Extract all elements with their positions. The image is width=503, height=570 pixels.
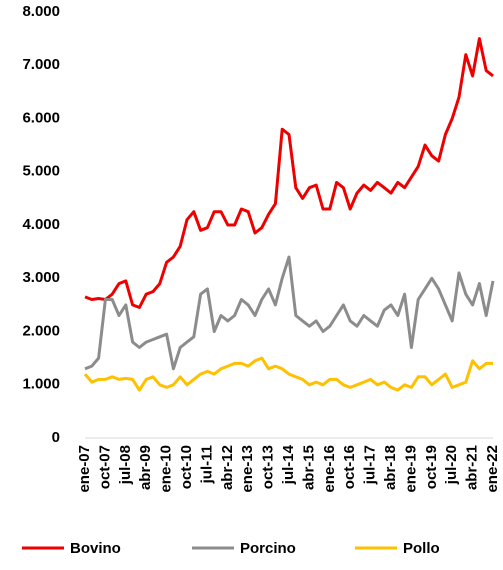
x-tick-label: ene-13 <box>239 445 256 493</box>
x-tick-label: oct-19 <box>423 445 440 489</box>
legend-label: Bovino <box>70 540 121 557</box>
series-line <box>84 37 494 309</box>
x-tick-label: jul-17 <box>362 445 379 485</box>
x-tick-label: jul-11 <box>198 445 215 484</box>
x-tick-label: jul-08 <box>117 445 134 485</box>
y-tick-label: 5.000 <box>22 163 60 180</box>
x-tick-label: oct-16 <box>341 445 358 489</box>
y-tick-label: 4.000 <box>22 216 60 233</box>
legend-label: Pollo <box>403 540 440 557</box>
y-tick-label: 1.000 <box>22 376 60 393</box>
x-tick-label: ene-16 <box>321 445 338 493</box>
y-tick-label: 3.000 <box>22 269 60 286</box>
x-tick-label: ene-19 <box>402 445 419 493</box>
x-tick-label: ene-07 <box>76 445 93 493</box>
x-tick-label: abr-09 <box>137 445 154 490</box>
x-tick-label: oct-13 <box>260 445 277 489</box>
y-tick-label: 7.000 <box>22 56 60 73</box>
x-tick-label: jul-20 <box>443 445 460 485</box>
x-tick-label: oct-07 <box>96 445 113 489</box>
x-tick-label: abr-12 <box>219 445 236 490</box>
series-line <box>83 356 493 392</box>
y-tick-label: 0 <box>52 429 60 446</box>
x-tick-label: oct-10 <box>178 445 195 489</box>
x-tick-label: abr-21 <box>464 445 481 490</box>
x-tick-label: ene-22 <box>484 445 501 493</box>
x-tick-label: jul-14 <box>280 444 297 485</box>
x-tick-label: abr-18 <box>382 445 399 490</box>
x-tick-label: ene-10 <box>158 445 175 493</box>
legend-label: Porcino <box>240 540 296 557</box>
y-tick-label: 6.000 <box>22 109 60 126</box>
x-tick-label: abr-15 <box>300 445 317 490</box>
y-tick-label: 2.000 <box>22 322 60 339</box>
series-line <box>84 255 495 371</box>
y-tick-label: 8.000 <box>22 3 60 20</box>
